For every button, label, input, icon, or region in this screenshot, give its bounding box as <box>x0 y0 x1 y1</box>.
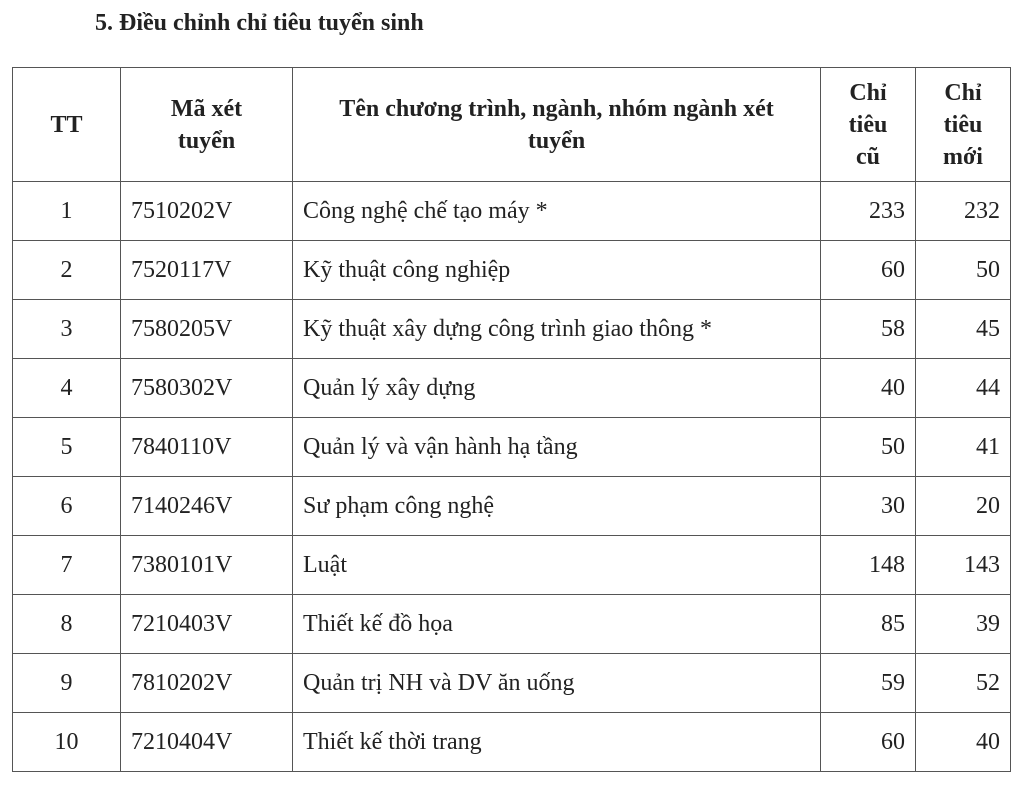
new-quota: 50 <box>915 240 1011 300</box>
new-quota: 232 <box>915 181 1011 241</box>
new-quota: 143 <box>915 535 1011 595</box>
title: 5. Điều chỉnh chỉ tiêu tuyển sinh <box>95 10 424 36</box>
table-row: 4 7580302V Quản lý xây dựng 40 44 <box>12 358 1011 418</box>
table-row: 3 7580205V Kỹ thuật xây dựng công trình gi… <box>12 299 1011 359</box>
row-number: 7 <box>12 535 121 595</box>
header-row: TT Mã xét tuyển Tên chương trình, ngành,… <box>12 67 1011 182</box>
row-number: 2 <box>12 240 121 300</box>
new-quota: 44 <box>915 358 1011 418</box>
new-quota: 40 <box>915 712 1011 772</box>
row-number: 9 <box>12 653 121 713</box>
old-quota: 148 <box>820 535 916 595</box>
header-cell: TT <box>12 67 121 182</box>
header-cell: Chỉ tiêu cũ <box>820 67 916 182</box>
table-row: 1 7510202V Công nghệ chế tạo máy * 233 232 <box>12 181 1011 241</box>
table-row: 8 7210403V Thiết kế đồ họa 85 39 <box>12 594 1011 654</box>
header-cell: Mã xét tuyển <box>120 67 293 182</box>
program-name: Quản lý xây dựng <box>292 358 821 418</box>
old-quota: 60 <box>820 712 916 772</box>
table-row: 7 7380101V Luật 148 143 <box>12 535 1011 595</box>
old-quota: 59 <box>820 653 916 713</box>
new-quota: 45 <box>915 299 1011 359</box>
header-text: TT <box>50 111 83 138</box>
program-code: 7810202V <box>120 653 293 713</box>
program-code: 7510202V <box>120 181 293 241</box>
table-row: 6 7140246V Sư phạm công nghệ 30 20 <box>12 476 1011 536</box>
new-quota: 39 <box>915 594 1011 654</box>
row-number: 3 <box>12 299 121 359</box>
program-name: Kỹ thuật xây dựng công trình giao thông … <box>292 299 821 359</box>
header-cell: Tên chương trình, ngành, nhóm ngành xét … <box>292 67 821 182</box>
new-quota: 52 <box>915 653 1011 713</box>
program-code: 7580205V <box>120 299 293 359</box>
program-name: Thiết kế thời trang <box>292 712 821 772</box>
header-text: Tên chương trình, ngành, nhóm ngành xét … <box>339 95 774 154</box>
quota-table: TT Mã xét tuyển Tên chương trình, ngành,… <box>12 67 1011 772</box>
program-name: Luật <box>292 535 821 595</box>
header-text: Mã xét tuyển <box>170 95 243 154</box>
header-text: Chỉ tiêu cũ <box>848 79 888 170</box>
row-number: 5 <box>12 417 121 477</box>
program-name: Thiết kế đồ họa <box>292 594 821 654</box>
row-number: 4 <box>12 358 121 418</box>
header-cell: Chỉ tiêu mới <box>915 67 1011 182</box>
program-code: 7520117V <box>120 240 293 300</box>
program-code: 7140246V <box>120 476 293 536</box>
old-quota: 85 <box>820 594 916 654</box>
row-number: 8 <box>12 594 121 654</box>
old-quota: 50 <box>820 417 916 477</box>
row-number: 6 <box>12 476 121 536</box>
header-text: Chỉ tiêu mới <box>943 79 983 170</box>
program-code: 7580302V <box>120 358 293 418</box>
program-name: Kỹ thuật công nghiệp <box>292 240 821 300</box>
table-body: 1 7510202V Công nghệ chế tạo máy * 233 232 2 7… <box>12 181 1011 772</box>
table-row: 5 7840110V Quản lý và vận hành hạ tầng 50 41 <box>12 417 1011 477</box>
table-row: 9 7810202V Quản trị NH và DV ăn uống 59 52 <box>12 653 1011 713</box>
row-number: 10 <box>12 712 121 772</box>
program-name: Quản trị NH và DV ăn uống <box>292 653 821 713</box>
program-name: Quản lý và vận hành hạ tầng <box>292 417 821 477</box>
table-row: 2 7520117V Kỹ thuật công nghiệp 60 50 <box>12 240 1011 300</box>
program-code: 7840110V <box>120 417 293 477</box>
program-code: 7380101V <box>120 535 293 595</box>
row-number: 1 <box>12 181 121 241</box>
program-name: Công nghệ chế tạo máy * <box>292 181 821 241</box>
new-quota: 41 <box>915 417 1011 477</box>
program-code: 7210403V <box>120 594 293 654</box>
program-code: 7210404V <box>120 712 293 772</box>
table-row: 10 7210404V Thiết kế thời trang 60 40 <box>12 712 1011 772</box>
old-quota: 40 <box>820 358 916 418</box>
old-quota: 60 <box>820 240 916 300</box>
old-quota: 58 <box>820 299 916 359</box>
program-name: Sư phạm công nghệ <box>292 476 821 536</box>
old-quota: 233 <box>820 181 916 241</box>
old-quota: 30 <box>820 476 916 536</box>
new-quota: 20 <box>915 476 1011 536</box>
